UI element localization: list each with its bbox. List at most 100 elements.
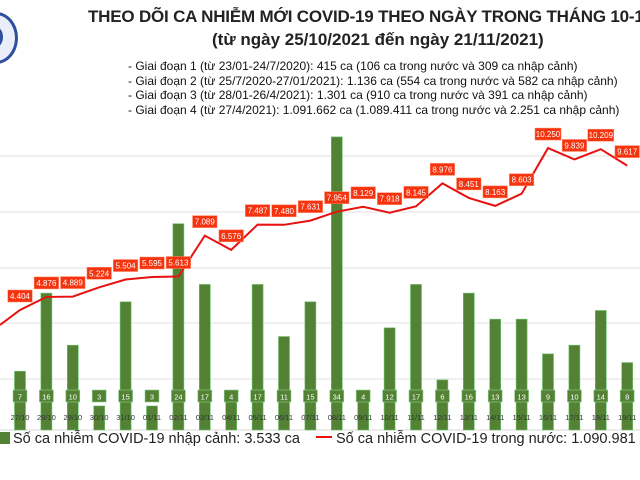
line-label: 9.839 — [564, 141, 585, 150]
line-label: 4.404 — [10, 292, 31, 301]
line-label-box — [482, 185, 508, 199]
bar — [93, 405, 105, 431]
bar-label-box — [39, 389, 54, 403]
legend-bar: Số ca nhiễm COVID-19 nhập cảnh: 3.533 ca — [0, 431, 300, 447]
bar-label-box — [250, 389, 265, 403]
bar-label: 17 — [253, 393, 261, 402]
line-label-box — [534, 127, 562, 141]
bar-label: 11 — [280, 393, 288, 402]
line-label-box — [218, 229, 244, 243]
line-label-box — [350, 186, 376, 200]
line-label: 4.889 — [63, 279, 84, 288]
x-tick-label: 17/11 — [565, 413, 583, 422]
line-label: 5.595 — [142, 259, 163, 268]
bar-label-box — [91, 389, 107, 403]
line-label: 5.224 — [89, 269, 110, 278]
bar-label: 12 — [385, 393, 393, 402]
bar-label-box — [461, 389, 477, 403]
x-tick-label: 11/11 — [407, 413, 425, 422]
bar — [383, 327, 396, 431]
line-label-box — [403, 186, 429, 199]
line-label-box — [33, 276, 59, 290]
line-label: 7.480 — [274, 207, 295, 216]
bar-label-box — [329, 389, 345, 403]
line-label-box — [165, 256, 191, 269]
x-tick-label: 28/10 — [37, 413, 56, 422]
x-tick-label: 13/11 — [460, 413, 478, 422]
bar — [146, 405, 158, 431]
line-label: 5.613 — [168, 259, 189, 268]
line-label-box — [113, 259, 139, 272]
bar-label-box — [171, 389, 186, 403]
line-label-box — [614, 145, 640, 158]
line-label-box — [60, 276, 86, 289]
bar-label-box — [303, 389, 318, 403]
bar-label: 10 — [570, 393, 578, 402]
bar-label: 9 — [546, 393, 550, 402]
line-label-box — [86, 267, 112, 280]
line-series — [0, 146, 628, 326]
bar — [119, 301, 132, 431]
line-label: 7.954 — [327, 194, 348, 203]
line-label: 10.250 — [536, 130, 561, 139]
bar-label: 3 — [150, 393, 154, 402]
line-label: 6.576 — [221, 232, 242, 241]
bar-label: 3 — [97, 393, 101, 402]
bar — [462, 292, 475, 431]
line-label: 8.603 — [512, 176, 533, 185]
legend-line: Số ca nhiễm COVID-19 trong nước: 1.090.9… — [316, 431, 640, 447]
bar — [172, 223, 185, 431]
x-tick-label: 08/11 — [328, 413, 346, 422]
bar-label-box — [487, 389, 503, 403]
chart-subtitle: (từ ngày 25/10/2021 đến ngày 21/11/2021) — [212, 30, 544, 49]
bar-label: 14 — [597, 393, 605, 402]
bar-label-box — [65, 389, 81, 403]
line-label: 8.976 — [432, 165, 453, 174]
line-label: 10.209 — [589, 131, 614, 140]
bar-label: 16 — [42, 393, 50, 402]
x-tick-label: 19/11 — [618, 413, 636, 422]
line-label-box — [7, 289, 33, 303]
line-label-box — [456, 177, 482, 191]
chart-title: THEO DÕI CA NHIỄM MỚI COVID-19 THEO NGÀY… — [88, 7, 640, 26]
phase-note-4: - Giai đoạn 4 (từ 27/4/2021): 1.091.662 … — [128, 102, 620, 117]
bar — [436, 379, 449, 431]
bar — [594, 310, 607, 431]
x-tick-label: 18/11 — [592, 413, 610, 422]
phase-notes: - Giai đoạn 1 (từ 23/01-24/7/2020): 415 … — [128, 59, 619, 117]
bar-label-box — [118, 389, 133, 403]
line-label: 8.129 — [353, 189, 374, 198]
bar — [515, 318, 528, 431]
bar — [410, 284, 422, 431]
line-label-box — [192, 215, 218, 228]
x-tick-label: 12/11 — [433, 413, 451, 422]
x-tick-label: 29/10 — [63, 413, 82, 422]
x-tick-label: 31/10 — [116, 413, 135, 422]
line-label: 8.163 — [485, 188, 506, 197]
x-tick-label: 16/11 — [539, 413, 557, 422]
line-label: 7.089 — [195, 218, 216, 227]
x-tick-label: 04/11 — [222, 413, 240, 422]
line-label: 5.504 — [116, 262, 137, 271]
bar-label-box — [435, 389, 450, 403]
bar-label-box — [144, 389, 160, 403]
bar — [278, 336, 290, 431]
bar-label: 15 — [306, 393, 314, 402]
bar — [67, 344, 79, 431]
x-tick-label: 27/10 — [11, 413, 30, 422]
bar-label-box — [355, 389, 371, 403]
bar-label: 10 — [69, 393, 77, 402]
line-label-box — [297, 200, 323, 213]
x-tick-label: 02/11 — [169, 413, 187, 422]
line-label: 7.918 — [380, 195, 401, 204]
bar-label-box — [514, 389, 529, 403]
line-label-box — [429, 163, 455, 176]
line-label: 9.617 — [617, 148, 638, 157]
line-label-box — [561, 139, 587, 152]
line-label-box — [271, 204, 297, 218]
bar-label-box — [12, 389, 28, 403]
phase-note-2: - Giai đoạn 2 (từ 25/7/2020-27/01/2021):… — [128, 73, 618, 88]
legend-bar-label: Số ca nhiễm COVID-19 nhập cảnh: 3.533 ca — [13, 431, 300, 447]
bar-label: 4 — [361, 393, 365, 402]
